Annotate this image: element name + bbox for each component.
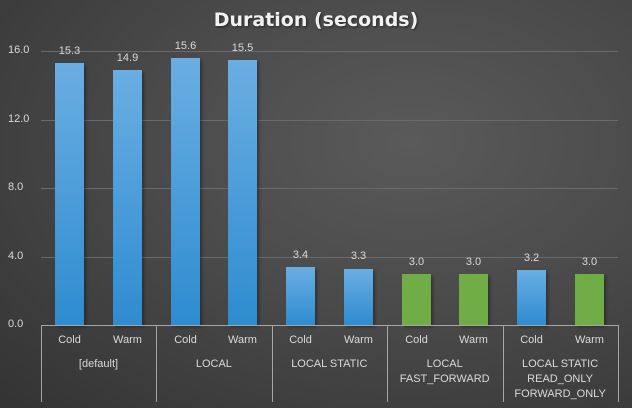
x-subcategory-label: Cold <box>520 334 543 346</box>
x-subcategory-label: Warm <box>459 334 488 346</box>
data-label: 3.0 <box>465 255 482 268</box>
data-label: 3.3 <box>350 250 367 263</box>
data-label: 14.9 <box>116 51 139 64</box>
y-tick-label: 0.0 <box>8 318 24 330</box>
x-subcategory-label: Cold <box>405 334 428 346</box>
x-subcategory-label: Cold <box>174 334 197 346</box>
x-subcategory-label: Cold <box>58 334 81 346</box>
x-subcategory-label: Cold <box>289 334 312 346</box>
gridline <box>41 188 618 189</box>
y-tick-label: 16.0 <box>8 44 30 56</box>
data-label: 15.5 <box>231 41 254 54</box>
data-label: 3.4 <box>292 248 309 261</box>
gridline <box>41 119 618 121</box>
x-group-label: LOCAL <box>195 358 232 370</box>
data-label: 3.2 <box>523 252 540 265</box>
data-label: 3.0 <box>408 255 425 268</box>
x-axis-separator <box>272 325 273 402</box>
bar <box>286 266 315 325</box>
x-subcategory-label: Warm <box>228 334 257 346</box>
bar <box>344 268 373 325</box>
y-tick-label: 12.0 <box>8 112 30 125</box>
plot-area <box>41 51 618 325</box>
data-label: 15.6 <box>174 39 197 52</box>
bar <box>575 273 604 325</box>
x-axis-line <box>41 325 618 326</box>
x-subcategory-label: Warm <box>113 334 142 346</box>
y-tick-label: 4.0 <box>8 249 24 262</box>
x-group-label: LOCAL STATIC READ_ONLY FORWARD_ONLY <box>514 358 606 400</box>
bar <box>228 59 257 325</box>
bar <box>402 273 431 325</box>
data-label: 3.0 <box>581 255 598 268</box>
x-axis-separator <box>156 325 157 402</box>
x-subcategory-label: Warm <box>575 334 604 346</box>
data-label: 15.3 <box>58 44 81 57</box>
bar <box>55 63 84 325</box>
bar <box>459 273 488 325</box>
x-group-label: LOCAL STATIC <box>291 358 368 370</box>
bar <box>171 57 200 325</box>
x-axis-separator <box>503 325 504 402</box>
x-group-label: LOCAL FAST_FORWARD <box>399 358 490 385</box>
bar <box>113 69 142 325</box>
bar <box>517 270 546 325</box>
x-subcategory-label: Warm <box>344 334 373 346</box>
y-tick-label: 8.0 <box>8 181 24 193</box>
x-axis-separator <box>618 325 619 402</box>
x-axis-separator <box>387 325 388 402</box>
chart-title: Duration (seconds) <box>213 9 419 31</box>
x-axis-separator <box>41 325 42 402</box>
gridline <box>41 256 618 258</box>
gridline <box>41 51 618 52</box>
x-group-label: [default] <box>78 358 119 370</box>
